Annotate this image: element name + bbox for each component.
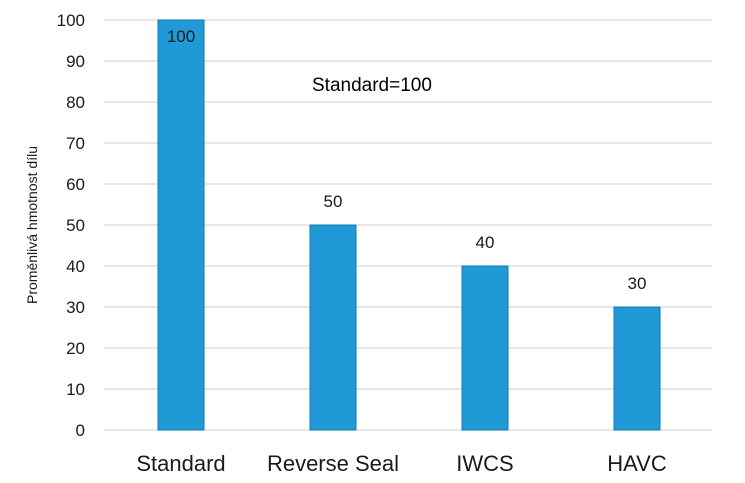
y-tick-label-40: 40	[66, 257, 85, 276]
y-tick-label-20: 20	[66, 339, 85, 358]
y-tick-label-70: 70	[66, 134, 85, 153]
y-tick-label-0: 0	[76, 421, 85, 440]
y-tick-label-60: 60	[66, 175, 85, 194]
x-category-label-havc: HAVC	[607, 451, 667, 476]
bar-reverse-seal	[309, 224, 357, 431]
y-tick-label-30: 30	[66, 298, 85, 317]
x-category-label-iwcs: IWCS	[456, 451, 513, 476]
data-labels: 100 50 40 30	[167, 27, 647, 293]
y-tick-label-100: 100	[57, 11, 85, 30]
gridlines	[104, 19, 712, 431]
bars	[157, 19, 661, 431]
y-tick-label-80: 80	[66, 93, 85, 112]
bar-iwcs	[461, 265, 509, 431]
bar-havc	[613, 306, 661, 431]
x-category-label-standard: Standard	[136, 451, 225, 476]
annotation-standard-baseline: Standard=100	[312, 75, 432, 96]
y-axis-title: Proměnlivá hmotnost dílu	[24, 146, 40, 304]
y-tick-label-10: 10	[66, 380, 85, 399]
x-category-label-reverse-seal: Reverse Seal	[267, 451, 399, 476]
y-tick-label-50: 50	[66, 216, 85, 235]
y-tick-label-90: 90	[66, 52, 85, 71]
data-label-standard: 100	[167, 27, 195, 46]
data-label-havc: 30	[628, 274, 647, 293]
x-axis-categories: Standard Reverse Seal IWCS HAVC	[136, 451, 667, 476]
y-axis-ticks: 0 10 20 30 40 50 60 70 80 90 100	[57, 11, 85, 440]
data-label-reverse-seal: 50	[324, 192, 343, 211]
bar-standard	[157, 19, 205, 431]
data-label-iwcs: 40	[476, 233, 495, 252]
